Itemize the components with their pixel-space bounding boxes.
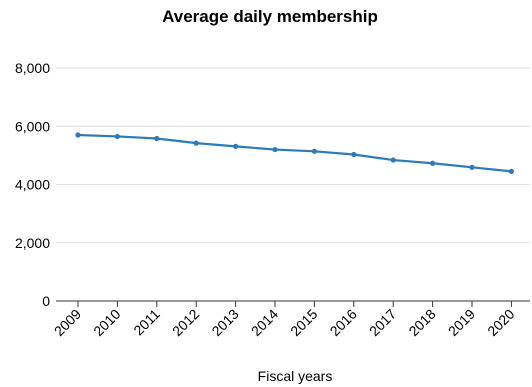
- y-tick-label: 6,000: [15, 118, 50, 134]
- y-axis: 0 2,000 4,000 6,000 8,000: [15, 60, 50, 309]
- x-tick-label: 2013: [208, 306, 241, 339]
- data-point: [430, 160, 436, 166]
- x-tick-label: 2019: [445, 306, 478, 339]
- x-tick-label: 2012: [169, 306, 202, 339]
- x-tick-label: 2018: [405, 306, 438, 339]
- data-point: [193, 140, 199, 146]
- data-point: [508, 168, 514, 174]
- x-tick-label: 2009: [51, 306, 84, 339]
- y-tick-label: 0: [42, 293, 50, 309]
- x-tick-label: 2016: [327, 306, 360, 339]
- gridlines: [56, 67, 530, 244]
- x-axis-title: Fiscal years: [258, 368, 333, 384]
- series-group: [75, 132, 514, 174]
- data-point: [469, 164, 475, 170]
- y-tick-label: 8,000: [15, 60, 50, 76]
- x-axis: 2009 2010 2011 2012 2013 2014 2015 2016 2017 2018…: [51, 301, 518, 339]
- data-point: [154, 135, 160, 142]
- data-point: [114, 133, 120, 140]
- data-point: [390, 157, 396, 163]
- x-tick-label: 2020: [484, 306, 517, 339]
- x-tick-label: 2015: [287, 306, 320, 339]
- y-tick-label: 2,000: [15, 235, 50, 251]
- x-tick-label: 2010: [90, 306, 123, 339]
- series-line: [77, 133, 512, 173]
- data-point: [311, 148, 317, 154]
- x-tick-label: 2011: [130, 306, 163, 339]
- x-tick-label: 2017: [366, 306, 399, 339]
- data-point: [75, 132, 81, 138]
- data-point: [272, 146, 278, 153]
- chart-title: Average daily membership: [162, 7, 378, 26]
- data-point: [351, 151, 357, 158]
- x-tick-label: 2014: [248, 306, 281, 339]
- data-point: [233, 143, 239, 149]
- y-tick-label: 4,000: [15, 177, 50, 193]
